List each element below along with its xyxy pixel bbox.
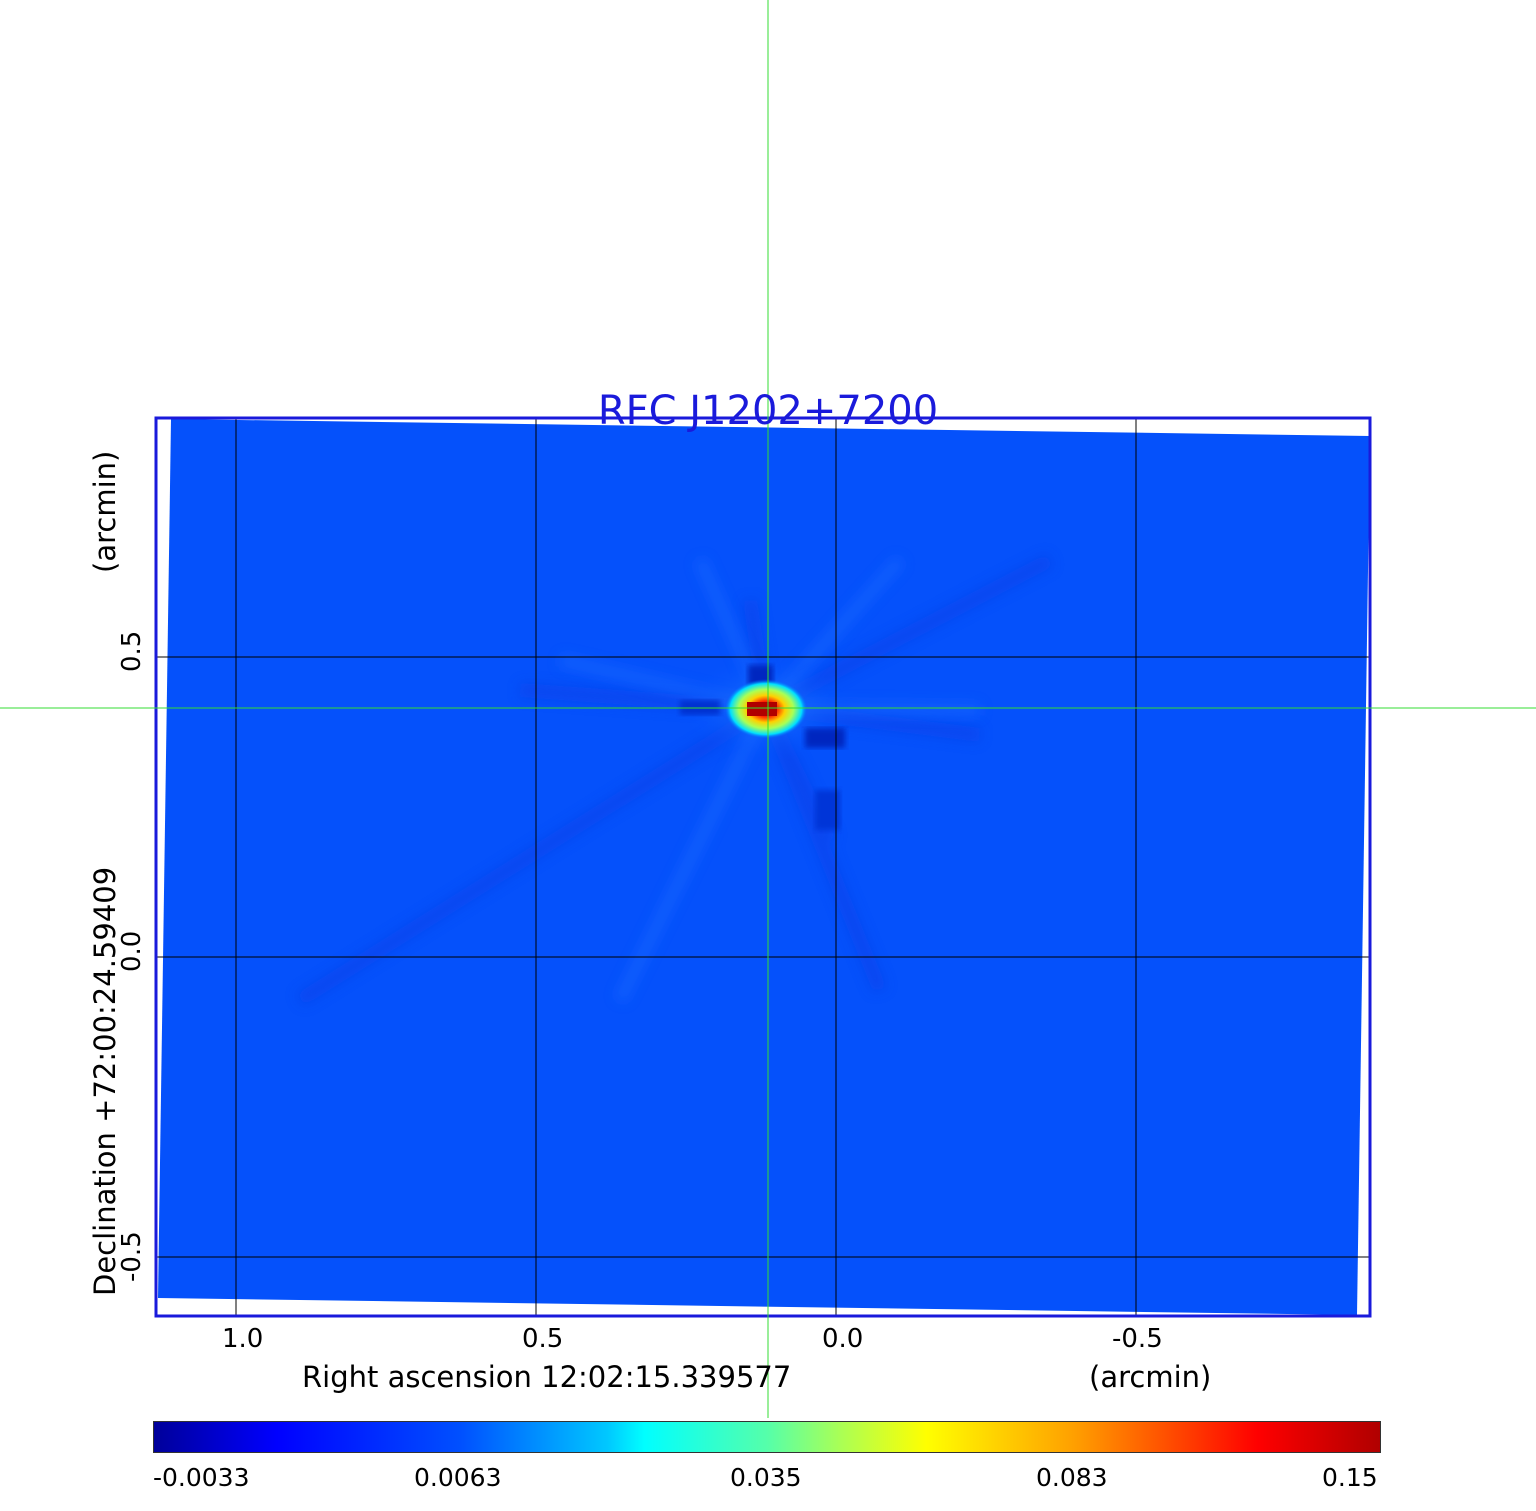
plot-frame <box>154 416 1372 1318</box>
y-tick-label: 0.5 <box>117 630 147 672</box>
y-axis-unit: (arcmin) <box>88 450 122 573</box>
x-axis-label: Right ascension 12:02:15.339577 <box>302 1360 792 1394</box>
colorbar-tick: 0.035 <box>730 1463 802 1492</box>
figure-title: RFC J1202+7200 <box>597 388 939 434</box>
x-axis-unit: (arcmin) <box>1089 1360 1212 1394</box>
y-tick-label: 0.0 <box>117 930 147 972</box>
y-tick-label: -0.5 <box>117 1231 147 1282</box>
crosshair <box>0 0 1536 1418</box>
colorbar-tick: -0.0033 <box>153 1463 250 1492</box>
x-tick-label: -0.5 <box>1112 1324 1163 1354</box>
colorbar <box>153 1421 1381 1453</box>
x-tick-label: 0.0 <box>822 1324 864 1354</box>
colorbar-tick: 0.0063 <box>414 1463 502 1492</box>
colorbar-tick: 0.083 <box>1036 1463 1108 1492</box>
coordinate-grid <box>156 418 1370 1316</box>
colorbar-tick: 0.15 <box>1322 1463 1378 1492</box>
x-tick-label: 1.0 <box>222 1324 264 1354</box>
image-field <box>158 419 1370 1315</box>
x-tick-label: 0.5 <box>522 1324 564 1354</box>
